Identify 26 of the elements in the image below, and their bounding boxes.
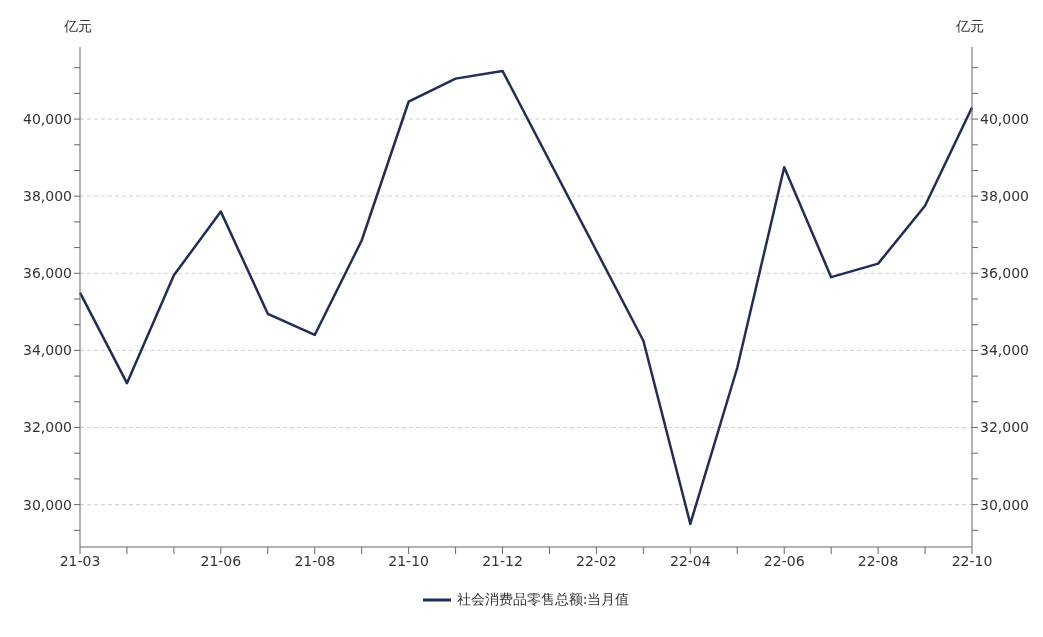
x-tick-label: 22-10 bbox=[951, 552, 993, 569]
y2-tick-label: 32,000 bbox=[980, 419, 1029, 436]
x-tick-label: 21-03 bbox=[59, 552, 101, 569]
y-tick-label: 34,000 bbox=[23, 342, 72, 359]
y2-tick-label: 40,000 bbox=[980, 111, 1029, 128]
y-tick-label: 32,000 bbox=[23, 419, 72, 436]
x-tick-label: 21-10 bbox=[388, 552, 429, 569]
x-tick-label: 21-06 bbox=[200, 552, 242, 569]
legend-label: 社会消费品零售总额:当月值 bbox=[456, 591, 630, 609]
x-tick-label: 21-12 bbox=[482, 552, 523, 569]
x-tick-label: 22-04 bbox=[669, 552, 711, 569]
y2-axis-title: 亿元 bbox=[956, 18, 984, 36]
y-tick-label: 40,000 bbox=[23, 111, 72, 128]
y2-tick-label: 34,000 bbox=[980, 342, 1029, 359]
y-tick-label: 36,000 bbox=[23, 265, 72, 282]
y-tick-label: 30,000 bbox=[23, 496, 72, 513]
y-axis-title: 亿元 bbox=[64, 18, 92, 36]
line-series bbox=[78, 69, 974, 526]
y-tick-label: 38,000 bbox=[23, 188, 72, 205]
x-tick-label: 22-06 bbox=[763, 552, 805, 569]
y2-tick-label: 38,000 bbox=[980, 188, 1029, 205]
x-tick-label: 21-08 bbox=[294, 552, 336, 569]
y2-tick-label: 36,000 bbox=[980, 265, 1029, 282]
y2-tick-label: 30,000 bbox=[980, 496, 1029, 513]
x-tick-label: 22-08 bbox=[857, 552, 899, 569]
x-tick-label: 22-02 bbox=[576, 552, 617, 569]
